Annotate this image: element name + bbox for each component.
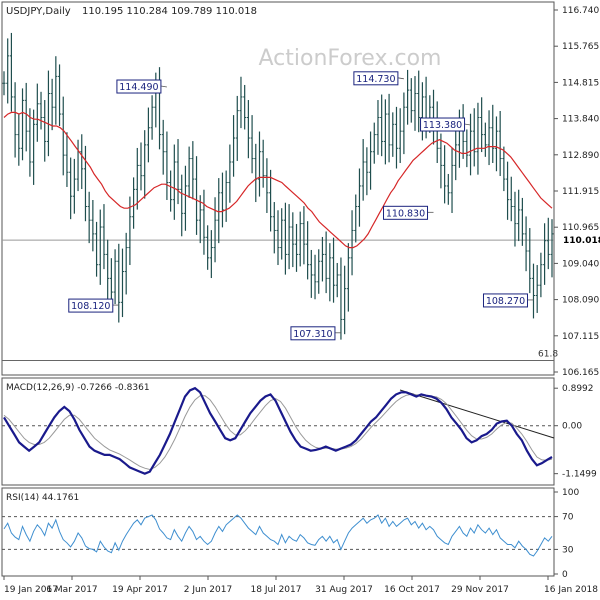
annotation-box bbox=[116, 79, 162, 94]
macd-trendline bbox=[399, 389, 555, 439]
annotation-label: 114.490 bbox=[119, 82, 158, 93]
annotation-box bbox=[290, 326, 336, 341]
price-y-axis: 116.740 115.765 114.815 113.840 112.890 111.9… bbox=[554, 6, 599, 378]
x-tick-label: 29 Nov 2017 bbox=[451, 585, 509, 595]
macd-panel: MACD(12,26,9) -0.7266 -0.8361 0.8992 0.00… bbox=[1, 377, 597, 486]
x-tick-label: 2 Jun 2017 bbox=[184, 585, 232, 595]
price-y-tick-label: 115.765 bbox=[562, 42, 599, 52]
annotation-box bbox=[353, 71, 399, 86]
annotation-label: 108.120 bbox=[71, 301, 110, 312]
fib-level-label: 61.8 bbox=[538, 350, 558, 360]
macd-y-tick-label: 0.00 bbox=[562, 422, 582, 432]
price-panel-frame bbox=[1, 1, 555, 376]
annotation-box bbox=[383, 205, 429, 220]
price-y-tick-label: 107.115 bbox=[562, 332, 599, 342]
price-y-tick-label: 111.915 bbox=[562, 187, 599, 197]
x-tick-label: 16 Oct 2017 bbox=[384, 585, 440, 595]
rsi-y-axis: 100 70 30 0 bbox=[554, 488, 579, 580]
macd-y-tick-label: 0.8992 bbox=[562, 384, 594, 394]
annotation-box bbox=[420, 117, 466, 132]
x-tick-label: 6 Mar 2017 bbox=[46, 585, 97, 595]
macd-panel-frame bbox=[1, 377, 555, 486]
price-y-tick-label: 110.965 bbox=[562, 223, 599, 233]
rsi-label: RSI(14) 44.1761 bbox=[6, 493, 79, 503]
rsi-y-tick-label: 0 bbox=[562, 570, 568, 580]
annotation-leader bbox=[397, 77, 404, 80]
annotation-label: 107.310 bbox=[293, 329, 332, 340]
rsi-panel-frame bbox=[1, 487, 555, 577]
x-tick-label: 19 Apr 2017 bbox=[112, 585, 168, 595]
macd-signal-line bbox=[3, 393, 553, 471]
rsi-y-tick-label: 70 bbox=[562, 513, 574, 523]
rsi-y-tick-label: 100 bbox=[562, 488, 579, 498]
ohlc-readout: 110.195 110.284 109.789 110.018 bbox=[82, 6, 257, 17]
symbol-label: USDJPY,Daily bbox=[6, 6, 71, 17]
rsi-line bbox=[3, 514, 553, 557]
rsi-panel: RSI(14) 44.1761 100 70 30 0 bbox=[1, 487, 579, 580]
price-y-tick-label: 113.840 bbox=[562, 115, 599, 125]
annotation-box bbox=[68, 298, 114, 313]
macd-label: MACD(12,26,9) -0.7266 -0.8361 bbox=[6, 383, 150, 393]
annotation-label: 113.380 bbox=[423, 120, 462, 131]
price-y-tick-label: 106.165 bbox=[562, 368, 599, 378]
annotation-leader bbox=[464, 123, 471, 126]
price-y-tick-label: 108.090 bbox=[562, 296, 599, 306]
annotation-label: 110.830 bbox=[386, 208, 425, 219]
moving-average-line bbox=[3, 111, 553, 249]
x-tick-label: 31 Aug 2017 bbox=[315, 585, 373, 595]
price-y-tick-label: 112.890 bbox=[562, 151, 599, 161]
watermark: ActionForex.com bbox=[259, 46, 442, 71]
price-panel: USDJPY,Daily 110.195 110.284 109.789 110… bbox=[1, 1, 600, 378]
price-annotations: 114.490 108.120 114.730 107.310 113.380 110.8… bbox=[68, 71, 534, 341]
current-price-tag-text: 110.018 bbox=[563, 236, 600, 246]
annotation-leader bbox=[160, 85, 167, 88]
rsi-y-tick-label: 30 bbox=[562, 545, 574, 555]
current-price-tag: 110.018 bbox=[556, 234, 600, 247]
x-tick-label: 19 Jan 2017 bbox=[4, 585, 58, 595]
price-y-tick-label: 114.815 bbox=[562, 78, 599, 88]
macd-y-axis: 0.8992 0.00 -1.1499 bbox=[554, 384, 597, 480]
annotation-box bbox=[482, 293, 528, 308]
price-bars bbox=[2, 32, 554, 340]
x-tick-label: 16 Jan 2018 bbox=[544, 585, 598, 595]
macd-y-tick-label: -1.1499 bbox=[562, 470, 597, 480]
price-y-tick-label: 116.740 bbox=[562, 6, 599, 16]
macd-line bbox=[3, 386, 553, 475]
current-price-tag-bg bbox=[556, 234, 598, 247]
annotation-label: 114.730 bbox=[356, 74, 395, 85]
x-tick-label: 18 Jul 2017 bbox=[251, 585, 302, 595]
price-y-tick-label: 109.040 bbox=[562, 259, 599, 269]
annotation-label: 108.270 bbox=[486, 296, 525, 307]
